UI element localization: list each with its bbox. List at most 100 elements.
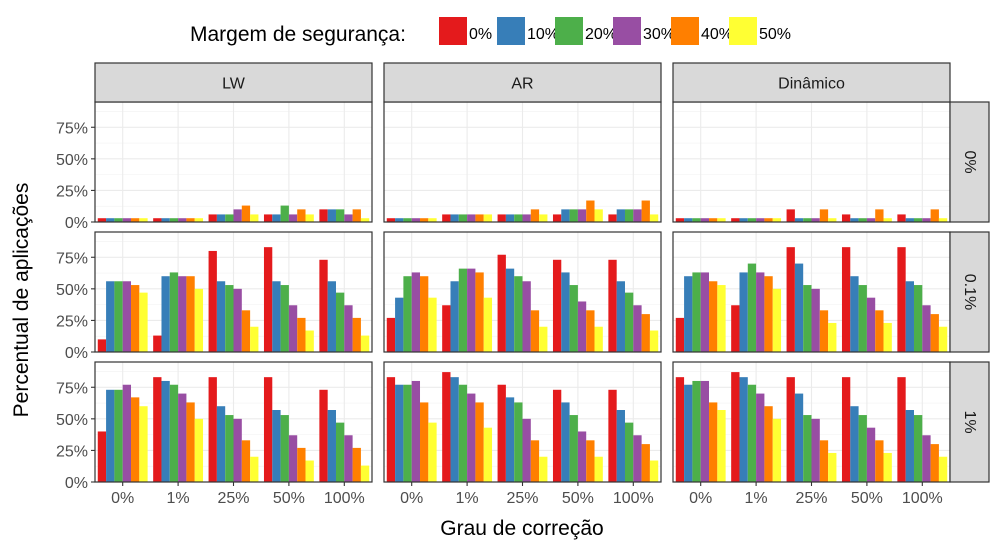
bar-0%-series-2 [403,218,412,222]
bar-50%-series-5 [594,209,603,222]
bar-1%-series-3 [756,393,765,482]
bar-50%-series-0 [841,377,851,482]
bar-0%-series-4 [131,218,140,222]
bar-50%-series-3 [577,431,587,482]
bar-100%-series-1 [616,209,625,222]
bar-25%-series-4 [819,440,829,482]
bar-25%-series-2 [225,415,234,482]
bar-50%-series-4 [875,310,884,352]
bar-0%-series-0 [97,218,107,222]
bar-25%-series-0 [208,214,217,222]
legend-key-1 [497,17,525,45]
panel-1-1 [383,231,662,353]
bar-100%-series-3 [633,305,642,352]
bar-0%-series-1 [395,297,404,352]
bar-100%-series-0 [319,389,328,482]
bar-0%-series-4 [709,218,718,222]
bar-0%-series-5 [717,218,726,222]
bar-1%-series-1 [450,281,459,352]
bar-100%-series-1 [905,281,914,352]
bar-1%-series-4 [186,402,195,482]
y-tick-label: 75% [56,380,88,397]
strip-top-label-1: AR [511,76,533,93]
x-tick-label: 1% [745,490,768,507]
legend: 0% 10% 20% 30% 40% 50% [439,17,791,45]
bar-0%-series-4 [420,402,429,482]
bar-100%-series-0 [319,259,328,352]
bar-1%-series-4 [764,218,773,222]
bar-0%-series-5 [139,406,148,482]
y-tick-label: 0% [65,215,88,232]
bar-0%-series-3 [122,281,132,352]
x-tick-label: 0% [400,490,423,507]
bar-50%-series-2 [569,415,578,482]
bar-25%-series-4 [241,310,251,352]
bar-0%-series-0 [386,218,396,222]
bar-0%-series-5 [139,218,148,222]
panel-1-0 [383,101,662,223]
bar-100%-series-3 [633,209,642,222]
x-tick-label: 100% [324,490,365,507]
bar-25%-series-1 [216,214,226,222]
strip-top-label-0: LW [222,76,246,93]
bar-25%-series-4 [819,310,829,352]
x-tick-label: 25% [217,490,249,507]
bar-100%-series-0 [608,214,617,222]
bar-0%-series-0 [675,377,685,482]
bar-50%-series-5 [883,218,892,222]
bar-100%-series-4 [930,314,939,352]
y-tick-label: 0% [65,345,88,362]
bar-1%-series-4 [764,406,773,482]
panels [94,101,951,483]
bar-50%-series-2 [280,415,289,482]
bar-25%-series-5 [828,322,837,352]
bar-0%-series-1 [106,218,115,222]
bar-0%-series-2 [692,272,701,352]
bar-1%-series-5 [483,297,493,352]
strip-top-1 [383,62,662,103]
bar-1%-series-3 [467,214,476,222]
bar-100%-series-4 [641,314,650,352]
bar-0%-series-2 [692,218,701,222]
bar-100%-series-0 [608,389,617,482]
bar-25%-series-5 [250,456,259,482]
y-tick-label: 75% [56,250,88,267]
bar-100%-series-5 [938,326,948,352]
bar-0%-series-4 [420,276,429,352]
bar-25%-series-0 [497,384,506,482]
bar-0%-series-4 [131,397,140,482]
bar-25%-series-1 [505,214,515,222]
bar-0%-series-1 [395,384,404,482]
bar-50%-series-4 [297,209,306,222]
bar-25%-series-0 [208,250,217,352]
bar-0%-series-1 [684,218,693,222]
bar-100%-series-3 [922,218,931,222]
bar-50%-series-3 [866,297,876,352]
bar-100%-series-5 [938,456,948,482]
bar-0%-series-3 [700,218,710,222]
strip-right-label-1: 0.1% [961,274,978,310]
bar-0%-series-2 [692,380,701,482]
strip-right-label-2: 1% [961,410,978,433]
bar-0%-series-1 [684,276,693,352]
bar-100%-series-5 [649,214,659,222]
bar-25%-series-1 [216,406,226,482]
bar-1%-series-0 [153,218,162,222]
bar-100%-series-2 [335,292,345,352]
bar-0%-series-1 [106,281,115,352]
bar-50%-series-2 [280,205,289,222]
bar-50%-series-5 [305,330,314,352]
bar-50%-series-4 [297,447,306,482]
bar-100%-series-2 [624,209,634,222]
bar-25%-series-2 [225,214,234,222]
bar-25%-series-3 [522,281,531,352]
legend-label-5: 50% [759,26,791,43]
bar-25%-series-3 [522,214,531,222]
bar-100%-series-4 [352,209,361,222]
bar-1%-series-3 [467,393,476,482]
bar-50%-series-3 [577,301,587,352]
bar-25%-series-5 [250,326,259,352]
x-tick-label: 100% [902,490,943,507]
bar-50%-series-1 [850,406,859,482]
